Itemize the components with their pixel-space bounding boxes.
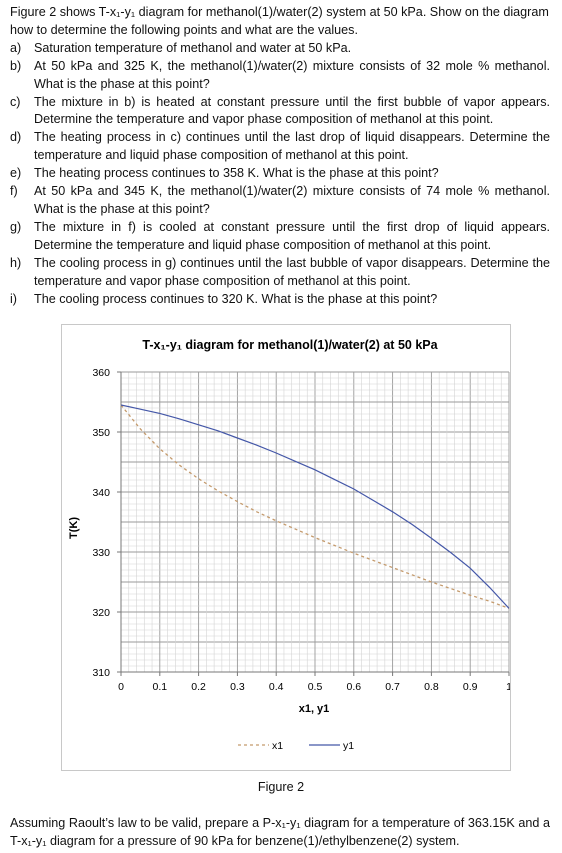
question-item-d: d) The heating process in c) continues un… [10,129,550,165]
chart-title: T-x₁-y₁ diagram for methanol(1)/water(2)… [142,338,438,352]
question-item-f: f) At 50 kPa and 345 K, the methanol(1)/w… [10,183,550,219]
question-text: The cooling process continues to 320 K. … [34,291,438,306]
x-tick-label: 0.9 [463,681,478,693]
y-tick-label: 330 [92,547,110,559]
question-label: g) [10,219,22,234]
x-tick-label: 0.5 [308,681,323,693]
y-tick-label: 360 [92,367,110,379]
y-tick-label: 320 [92,607,110,619]
figure-caption: Figure 2 [257,780,305,794]
series-line-y1 [120,404,510,609]
series-line-x1 [120,404,510,610]
x-tick-label: 0 [118,681,124,693]
question-label: e) [10,166,22,181]
question-item-a: a) Saturation temperature of methanol and… [10,40,550,58]
x-tick-label: 0.7 [385,681,400,693]
x-tick-label: 1 [506,681,510,693]
question-text: The cooling process in g) continues unti… [34,255,550,288]
question-item-i: i) The cooling process continues to 320 K… [10,291,550,309]
question-item-c: c) The mixture in b) is heated at constan… [10,94,550,130]
x-tick-label: 0.3 [230,681,245,693]
question-text: The heating process continues to 358 K. … [34,166,439,181]
question-text: The mixture in f) is cooled at constant … [34,219,550,252]
question-item-e: e) The heating process continues to 358 K… [10,165,550,183]
legend-label-x1: x1 [272,740,283,752]
x-tick-label: 0.8 [424,681,439,693]
question-label: i) [10,291,17,306]
y-tick-label: 340 [92,487,110,499]
question-label: c) [10,94,21,109]
legend-label-y1: y1 [343,740,354,752]
question-text: At 50 kPa and 345 K, the methanol(1)/wat… [34,184,550,216]
txy-chart: T-x₁-y₁ diagram for methanol(1)/water(2)… [68,338,510,752]
figure-frame: T-x₁-y₁ diagram for methanol(1)/water(2)… [61,324,511,771]
y-axis-label: T(K) [68,517,80,539]
question-label: f) [10,184,18,199]
x-tick-label: 0.2 [191,681,206,693]
question-list: a) Saturation temperature of methanol and… [10,40,550,309]
question-label: b) [10,58,22,73]
question-text: Saturation temperature of methanol and w… [34,40,352,55]
problem-intro: Figure 2 shows T-x₁-y₁ diagram for metha… [10,5,549,37]
question-label: h) [10,255,22,270]
question-item-h: h) The cooling process in g) continues un… [10,255,550,291]
y-tick-label: 310 [92,667,110,679]
x-tick-label: 0.6 [346,681,361,693]
question-text: The heating process in c) continues unti… [34,130,550,163]
x-tick-label: 0.1 [152,681,167,693]
chart-legend: x1 y1 [238,740,354,752]
question-label: d) [10,130,22,145]
problem-statement: Figure 2 shows T-x₁-y₁ diagram for metha… [10,4,550,308]
chart-axes: 0 0.1 0.2 0.3 0.4 0.5 0.6 0.7 0.8 0.9 1 310 320 330 34… [92,367,510,693]
question-label: a) [10,40,22,55]
assignment-text: Assuming Raoult’s law to be valid, prepa… [10,816,550,848]
question-text: At 50 kPa and 325 K, the methanol(1)/wat… [34,58,550,91]
question-item-b: b) At 50 kPa and 325 K, the methanol(1)/w… [10,58,550,94]
chart-series [120,404,510,610]
question-item-g: g) The mixture in f) is cooled at constan… [10,219,550,255]
question-text: The mixture in b) is heated at constant … [34,94,550,127]
y-tick-label: 350 [92,427,110,439]
x-tick-label: 0.4 [269,681,284,693]
chart-grid [120,371,510,673]
x-axis-label: x1, y1 [299,703,330,715]
